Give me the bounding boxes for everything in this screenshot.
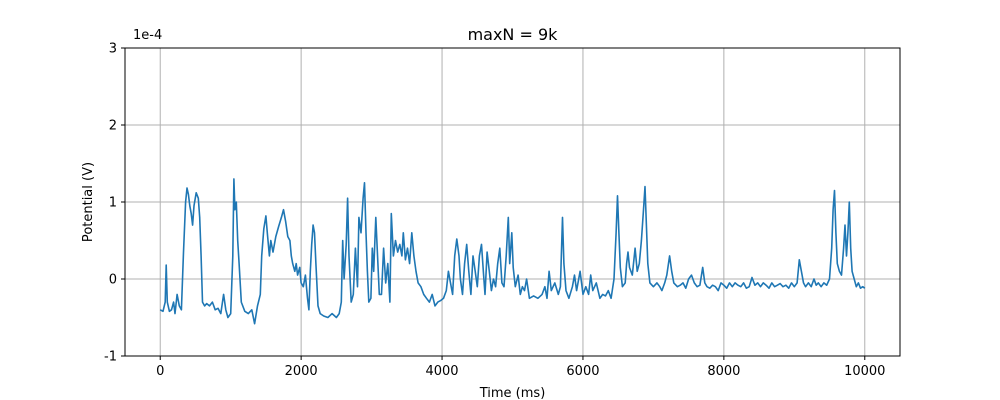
series-layer [159, 178, 866, 325]
y-axis-multiplier: 1e-4 [133, 28, 162, 43]
y-tick-label: 0 [109, 273, 117, 288]
x-tick-label: 10000 [844, 364, 885, 379]
x-tick-label: 0 [156, 364, 164, 379]
axis-ticks: 0 2000 4000 6000 8000 10000 -1 0 1 2 3 [104, 42, 885, 380]
x-tick-label: 6000 [566, 364, 599, 379]
x-tick-label: 2000 [285, 364, 318, 379]
x-axis-label: Time (ms) [479, 386, 546, 400]
x-tick-label: 8000 [707, 364, 740, 379]
x-tick-label: 4000 [425, 364, 458, 379]
series-line [159, 178, 866, 325]
y-axis-label: Potential (V) [81, 162, 96, 242]
y-tick-label: 3 [109, 42, 117, 57]
y-tick-label: 1 [109, 196, 117, 211]
chart-title: maxN = 9k [468, 25, 559, 44]
y-tick-label: 2 [109, 119, 117, 134]
y-tick-label: -1 [104, 350, 117, 365]
